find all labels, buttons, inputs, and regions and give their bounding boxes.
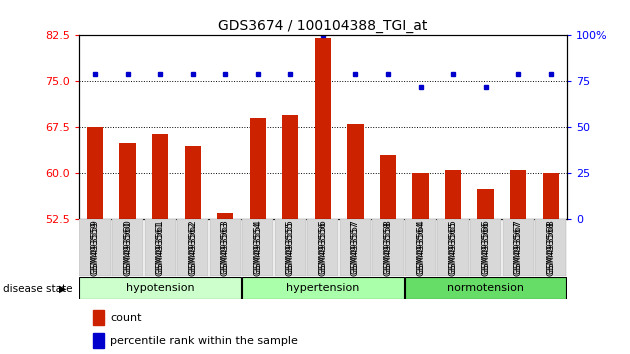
Text: GSM493563: GSM493563 [220,219,230,274]
Bar [478,189,494,219]
Text: GSM493565: GSM493565 [449,221,457,276]
Bar [93,333,104,348]
Bar [380,155,396,219]
Text: GSM493568: GSM493568 [546,219,555,274]
Text: GSM493563: GSM493563 [220,221,230,276]
Bar [347,124,364,219]
Text: count: count [110,313,142,323]
Bar [307,219,338,276]
Bar [152,133,168,219]
Bar [275,219,306,276]
Bar [112,219,143,276]
Text: normotension: normotension [447,282,524,293]
Text: ▶: ▶ [59,284,66,293]
Text: GSM493567: GSM493567 [513,221,523,276]
Bar [210,219,241,276]
Text: GSM493567: GSM493567 [513,219,523,274]
Bar [120,143,135,219]
Text: GSM493554: GSM493554 [253,219,262,274]
Bar [185,146,201,219]
Text: hypertension: hypertension [286,282,360,293]
Text: disease state: disease state [3,284,72,293]
Bar [177,219,209,276]
Text: GSM493555: GSM493555 [286,219,295,274]
Bar [340,219,371,276]
Text: GSM493557: GSM493557 [351,221,360,276]
Text: GSM493559: GSM493559 [91,221,100,276]
Text: GSM493561: GSM493561 [156,219,164,274]
Bar [542,173,559,219]
Bar [79,219,111,276]
Bar [510,170,526,219]
Text: GSM493558: GSM493558 [384,219,392,274]
Text: GSM493558: GSM493558 [384,221,392,276]
Bar [282,115,299,219]
Text: percentile rank within the sample: percentile rank within the sample [110,336,299,346]
Text: GSM493564: GSM493564 [416,219,425,274]
Bar [405,219,436,276]
Text: GSM493562: GSM493562 [188,219,197,274]
Text: GSM493559: GSM493559 [91,219,100,274]
Bar [445,170,461,219]
Text: GSM493568: GSM493568 [546,221,555,276]
Bar [87,127,103,219]
Bar [413,173,428,219]
Bar [315,39,331,219]
Text: GSM493554: GSM493554 [253,221,262,276]
Text: GSM493556: GSM493556 [318,219,328,274]
Bar [437,219,469,276]
Text: GSM493566: GSM493566 [481,219,490,274]
Text: GSM493560: GSM493560 [123,221,132,276]
Text: GSM493557: GSM493557 [351,219,360,274]
Bar [405,276,566,299]
Text: hypotension: hypotension [126,282,195,293]
Text: GSM493565: GSM493565 [449,219,457,274]
Bar [217,213,233,219]
Title: GDS3674 / 100104388_TGI_at: GDS3674 / 100104388_TGI_at [218,19,428,33]
Bar [535,219,566,276]
Bar [249,118,266,219]
Text: GSM493566: GSM493566 [481,221,490,276]
Text: GSM493556: GSM493556 [318,221,328,276]
Text: GSM493562: GSM493562 [188,221,197,276]
Bar [503,219,534,276]
Bar [93,310,104,325]
Text: GSM493564: GSM493564 [416,221,425,276]
Text: GSM493561: GSM493561 [156,221,164,276]
Bar [79,276,241,299]
Text: GSM493555: GSM493555 [286,221,295,276]
Bar [242,219,273,276]
Bar [242,276,404,299]
Bar [372,219,404,276]
Bar [470,219,501,276]
Text: GSM493560: GSM493560 [123,219,132,274]
Bar [144,219,176,276]
